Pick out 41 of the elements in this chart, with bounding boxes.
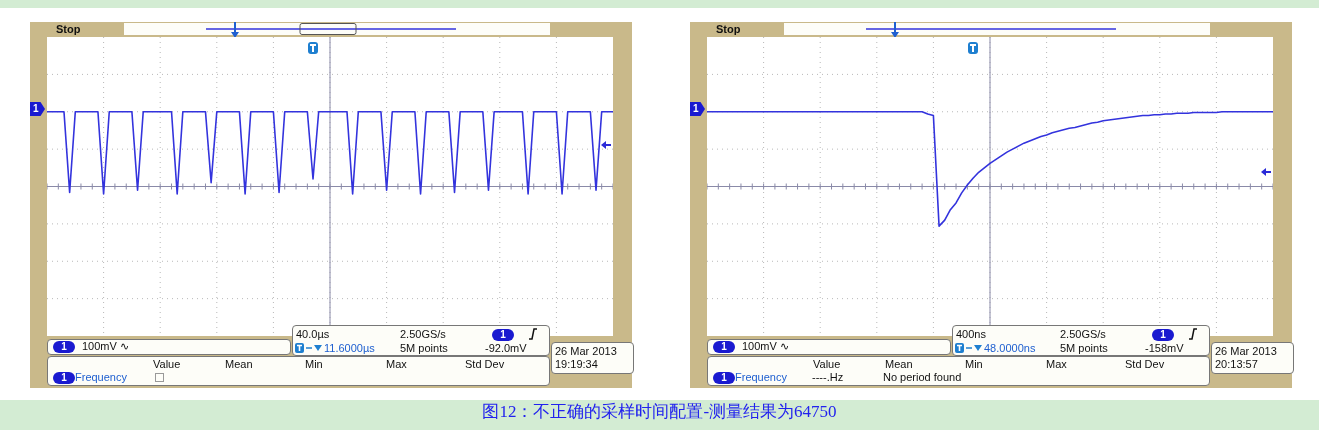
text: Frequency [75,371,127,384]
text: 1 [713,340,735,353]
text: 1 [53,340,75,353]
text: ----.Hz [812,371,844,384]
text: 100mV ∿ [82,340,129,353]
text: 1 [1152,328,1174,341]
text: Min [305,358,323,371]
text: 1 [690,102,705,116]
text: 5M points [400,342,448,355]
text: 1 [53,371,75,384]
text: No period found [883,371,962,384]
text: 11.6000µs [324,342,375,355]
text: Stop [56,23,81,36]
text: 2.50GS/s [400,328,446,341]
text: 26 Mar 2013 [555,345,617,358]
text: 40.0µs [296,328,330,341]
text: 400ns [956,328,986,341]
text: Stop [716,23,741,36]
text: Std Dev [465,358,505,371]
caption: 图12：不正确的采样时间配置-测量结果为64750 [481,401,838,423]
text: 1 [713,371,735,384]
text: -158mV [1145,342,1184,355]
text: Mean [885,358,913,371]
text: 1 [492,328,514,341]
text: 19:19:34 [555,358,598,371]
text: 2.50GS/s [1060,328,1106,341]
text: Mean [225,358,253,371]
text: 48.0000ns [984,342,1036,355]
text: Max [1046,358,1067,371]
text: 20:13:57 [1215,358,1258,371]
text: 26 Mar 2013 [1215,345,1277,358]
text: Min [965,358,983,371]
text: Max [386,358,407,371]
text: Std Dev [1125,358,1165,371]
text: 5M points [1060,342,1108,355]
text: 100mV ∿ [742,340,789,353]
text: Value [813,358,841,371]
text: -92.0mV [485,342,527,355]
text: Frequency [735,371,787,384]
text: 1 [30,102,45,116]
text: Value [153,358,181,371]
